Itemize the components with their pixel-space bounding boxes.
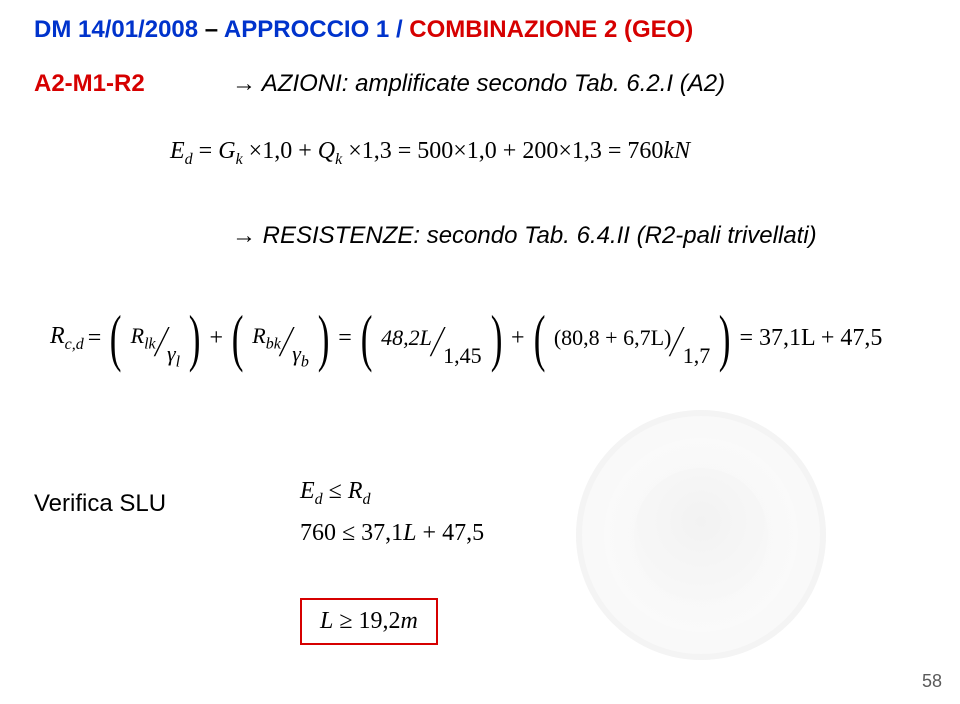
frac-1: Rlk ⁄ γl: [131, 323, 180, 353]
plus-2: +: [511, 325, 525, 352]
paren-open-3: (: [361, 306, 373, 370]
equation-rcd: Rc,d = ( Rlk ⁄ γl ) + ( Rbk ⁄ γb ) = ( 4…: [50, 298, 882, 378]
verify-label: Verifica SLU: [34, 490, 166, 518]
plus-1: +: [209, 325, 223, 352]
verify-numeric: 760 ≤ 37,1L + 47,5: [300, 520, 484, 547]
paren-open-2: (: [232, 306, 244, 370]
resistenze-line: → RESISTENZE: secondo Tab. 6.4.II (R2-pa…: [232, 222, 817, 250]
eq-sign-2: =: [338, 325, 352, 352]
title-dm: DM 14/01/2008: [34, 16, 198, 43]
boxed-result: L ≥ 19,2m: [300, 598, 438, 645]
azioni-line: → AZIONI: amplificate secondo Tab. 6.2.I…: [232, 70, 725, 98]
frac-2: Rbk ⁄ γb: [252, 323, 309, 353]
paren-open-1: (: [110, 306, 122, 370]
paren-close-2: ): [318, 306, 330, 370]
watermark-seal: [576, 410, 826, 660]
eq-sign: =: [88, 325, 102, 352]
rcd-sym: Rc,d: [50, 323, 84, 354]
paren-close-3: ): [490, 306, 502, 370]
verify-inequality: Ed ≤ Rd: [300, 478, 371, 509]
page: DM 14/01/2008 – APPROCCIO 1 / COMBINAZIO…: [0, 0, 960, 704]
page-number: 58: [922, 671, 942, 692]
paren-open-4: (: [533, 306, 545, 370]
frac-4: (80,8 + 6,7L) ⁄ 1,7: [554, 324, 710, 352]
title-sep: –: [198, 16, 224, 43]
paren-close-4: ): [719, 306, 731, 370]
equation-ed: Ed = Gk ×1,0 + Qk ×1,3 = 500×1,0 + 200×1…: [170, 138, 690, 169]
eq2-rhs: = 37,1L + 47,5: [740, 325, 883, 352]
code-label: A2-M1-R2: [34, 70, 145, 98]
eq1-sub: d: [185, 151, 193, 168]
title: DM 14/01/2008 – APPROCCIO 1 / COMBINAZIO…: [34, 16, 693, 44]
title-approccio: APPROCCIO 1 /: [224, 16, 409, 43]
paren-close-1: ): [189, 306, 201, 370]
frac-3: 48,2L ⁄ 1,45: [381, 324, 482, 352]
title-combinazione: COMBINAZIONE 2 (GEO): [409, 16, 693, 43]
